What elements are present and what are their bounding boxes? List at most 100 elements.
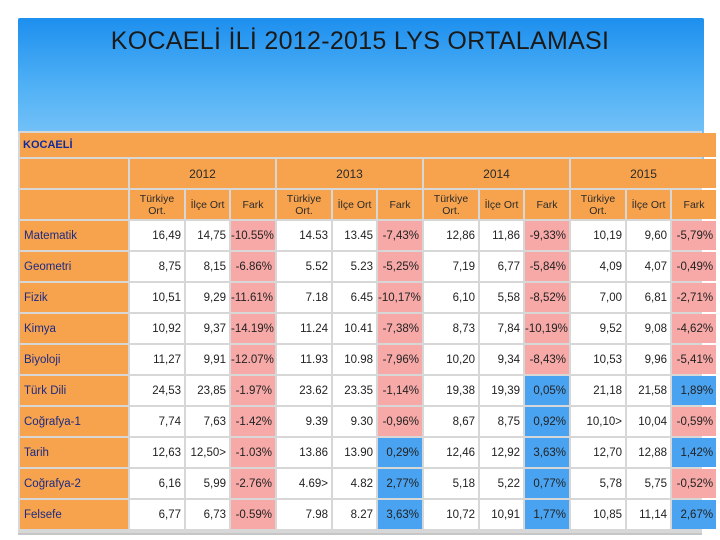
- value-cell: 4,09: [571, 252, 625, 281]
- difference-cell: -10,17%: [378, 283, 422, 312]
- value-cell: 4.82: [333, 469, 376, 498]
- column-header: Türkiye Ort.: [277, 190, 331, 219]
- value-cell: 11,86: [480, 221, 523, 250]
- difference-cell: -8,52%: [525, 283, 569, 312]
- value-cell: 12,50>: [186, 438, 229, 467]
- subject-label: Biyoloji: [20, 345, 128, 374]
- table-row: Geometri 8,75 8,15 -6.86% 5.52 5.23 -5,25% 7,19…: [20, 252, 717, 281]
- difference-cell: -7,96%: [378, 345, 422, 374]
- table-row: Tarih 12,63 12,50> -1.03% 13.86 13.90 0,29% 12,…: [20, 438, 717, 467]
- value-cell: 9,52: [571, 314, 625, 343]
- value-cell: 5,58: [480, 283, 523, 312]
- column-header: Fark: [231, 190, 275, 219]
- value-cell: 23.62: [277, 376, 331, 405]
- difference-cell: -12.07%: [231, 345, 275, 374]
- lys-average-table: KOCAELİ 2012 2013 2014 2015 Türkiye Ort. İlçe …: [18, 131, 717, 535]
- value-cell: 11.24: [277, 314, 331, 343]
- subject-label: Kimya: [20, 314, 128, 343]
- table-row: Fizik 10,51 9,29 -11.61% 7.18 6.45 -10,17% 6,10…: [20, 283, 717, 312]
- value-cell: 9,37: [186, 314, 229, 343]
- difference-cell: 0,92%: [525, 407, 569, 436]
- column-header: Fark: [672, 190, 717, 219]
- subject-label: Geometri: [20, 252, 128, 281]
- value-cell: 7.18: [277, 283, 331, 312]
- difference-cell: -5,79%: [672, 221, 717, 250]
- difference-cell: -2.76%: [231, 469, 275, 498]
- value-cell: 6.45: [333, 283, 376, 312]
- value-cell: 10,51: [130, 283, 184, 312]
- value-cell: 4,07: [627, 252, 670, 281]
- value-cell: 9,60: [627, 221, 670, 250]
- value-cell: 9,29: [186, 283, 229, 312]
- difference-cell: -1,14%: [378, 376, 422, 405]
- column-header: İlçe Ort: [186, 190, 229, 219]
- table-row: Matematik 16,49 14,75 -10.55% 14.53 13.45 -7,4…: [20, 221, 717, 250]
- difference-cell: 0,77%: [525, 469, 569, 498]
- value-cell: 8,67: [424, 407, 478, 436]
- difference-cell: 1,77%: [525, 500, 569, 529]
- value-cell: 12,88: [627, 438, 670, 467]
- difference-cell: 1,42%: [672, 438, 717, 467]
- column-header: Fark: [525, 190, 569, 219]
- value-cell: 10.41: [333, 314, 376, 343]
- value-cell: 11,27: [130, 345, 184, 374]
- table-row: Biyoloji 11,27 9,91 -12.07% 11.93 10.98 -7,96%…: [20, 345, 717, 374]
- difference-cell: -5,25%: [378, 252, 422, 281]
- value-cell: 5,99: [186, 469, 229, 498]
- value-cell: 7,00: [571, 283, 625, 312]
- slide-title: KOCAELİ İLİ 2012-2015 LYS ORTALAMASI: [110, 27, 610, 55]
- difference-cell: -11.61%: [231, 283, 275, 312]
- value-cell: 12,46: [424, 438, 478, 467]
- difference-cell: 3,63%: [378, 500, 422, 529]
- column-header: Türkiye Ort.: [571, 190, 625, 219]
- difference-cell: 2,67%: [672, 500, 717, 529]
- subject-label: Tarih: [20, 438, 128, 467]
- difference-cell: -2,71%: [672, 283, 717, 312]
- column-header: İlçe Ort: [627, 190, 670, 219]
- subject-label: Fizik: [20, 283, 128, 312]
- value-cell: 8.27: [333, 500, 376, 529]
- value-cell: 16,49: [130, 221, 184, 250]
- value-cell: 12,63: [130, 438, 184, 467]
- difference-cell: 0,05%: [525, 376, 569, 405]
- value-cell: 5.52: [277, 252, 331, 281]
- column-header: Fark: [378, 190, 422, 219]
- value-cell: 10,04: [627, 407, 670, 436]
- value-cell: 9,34: [480, 345, 523, 374]
- difference-cell: -14.19%: [231, 314, 275, 343]
- value-cell: 7,84: [480, 314, 523, 343]
- year-header: 2013: [277, 159, 422, 188]
- value-cell: 6,77: [480, 252, 523, 281]
- value-cell: 13.45: [333, 221, 376, 250]
- value-cell: 7.98: [277, 500, 331, 529]
- data-table: KOCAELİ 2012 2013 2014 2015 Türkiye Ort. İlçe …: [18, 131, 718, 531]
- table-row: Felsefe 6,77 6,73 -0.59% 7.98 8.27 3,63% 10,72 1…: [20, 500, 717, 529]
- column-header: İlçe Ort: [333, 190, 376, 219]
- value-cell: 6,16: [130, 469, 184, 498]
- value-cell: 6,81: [627, 283, 670, 312]
- value-cell: 19,39: [480, 376, 523, 405]
- value-cell: 10.98: [333, 345, 376, 374]
- value-cell: 6,73: [186, 500, 229, 529]
- city-label: KOCAELİ: [20, 133, 717, 157]
- difference-cell: -0,59%: [672, 407, 717, 436]
- difference-cell: -5,41%: [672, 345, 717, 374]
- value-cell: 9,96: [627, 345, 670, 374]
- value-cell: 6,10: [424, 283, 478, 312]
- value-cell: 14.53: [277, 221, 331, 250]
- difference-cell: -7,43%: [378, 221, 422, 250]
- difference-cell: -1.03%: [231, 438, 275, 467]
- value-cell: 9.39: [277, 407, 331, 436]
- value-cell: 7,74: [130, 407, 184, 436]
- value-cell: 10,92: [130, 314, 184, 343]
- table-row: Türk Dili 24,53 23,85 -1.97% 23.62 23.35 -1,14…: [20, 376, 717, 405]
- value-cell: 10,53: [571, 345, 625, 374]
- difference-cell: -7,38%: [378, 314, 422, 343]
- value-cell: 23.35: [333, 376, 376, 405]
- value-cell: 10,10>: [571, 407, 625, 436]
- column-header: Türkiye Ort.: [130, 190, 184, 219]
- difference-cell: 1,89%: [672, 376, 717, 405]
- subject-label: Coğrafya-1: [20, 407, 128, 436]
- column-header-row: Türkiye Ort. İlçe Ort Fark Türkiye Ort. İlçe…: [20, 190, 717, 219]
